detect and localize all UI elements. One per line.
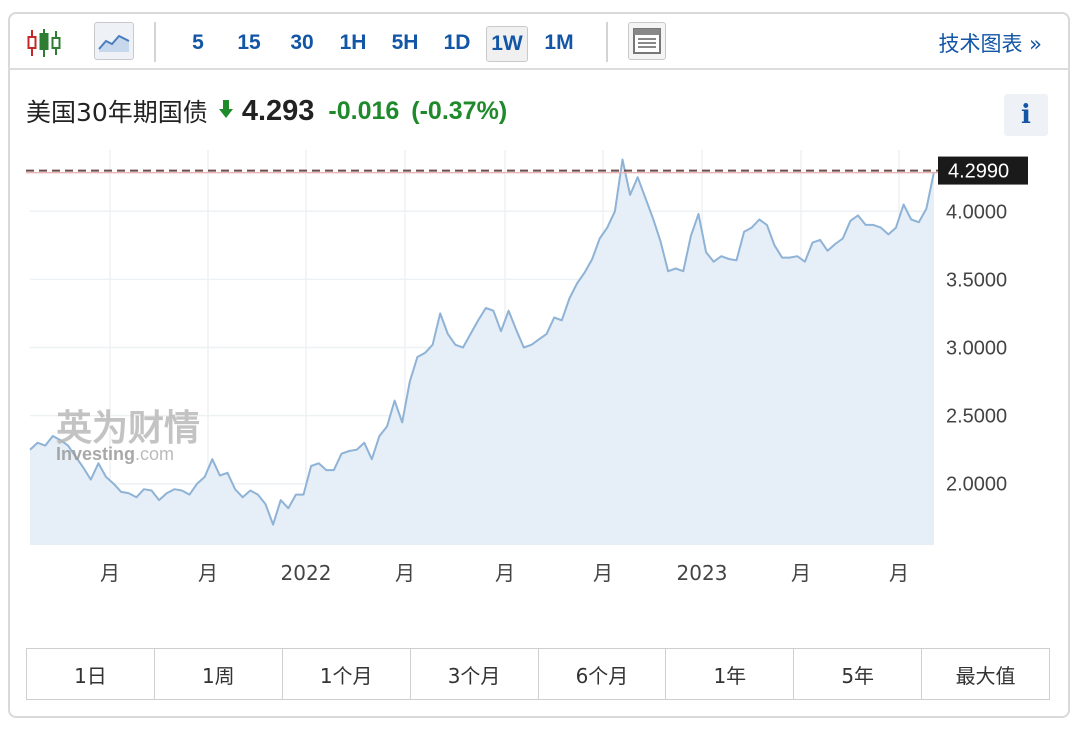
interval-5h[interactable]: 5H xyxy=(391,31,419,54)
range-1m[interactable]: 1个月 xyxy=(282,649,411,699)
last-price-axis-text: 4.2990 xyxy=(948,161,1009,183)
price-area-fill xyxy=(30,159,934,545)
svg-text:Investing.com: Investing.com xyxy=(56,444,174,464)
x-tick-label: 2023 xyxy=(677,561,728,585)
y-tick-label: 3.0000 xyxy=(946,338,1007,360)
watermark-brand-cn: 英为财情 xyxy=(56,408,200,449)
x-tick-label: 月 xyxy=(495,561,515,585)
y-tick-label: 4.0000 xyxy=(946,201,1007,223)
x-tick-label: 2022 xyxy=(281,561,332,585)
interval-15[interactable]: 15 xyxy=(237,31,261,54)
x-tick-label: 月 xyxy=(395,561,415,585)
price-change-percent: (-0.37%) xyxy=(411,96,508,125)
last-price: 4.293 xyxy=(241,94,315,127)
price-line xyxy=(29,158,935,526)
candlestick-icon[interactable] xyxy=(22,24,66,62)
tech-chart-link[interactable]: 技术图表 » xyxy=(938,32,1042,56)
x-tick-label: 月 xyxy=(100,561,120,585)
interval-30[interactable]: 30 xyxy=(290,31,314,54)
x-tick-label: 月 xyxy=(198,561,218,585)
range-1y[interactable]: 1年 xyxy=(666,649,795,699)
range-1d[interactable]: 1日 xyxy=(27,649,155,699)
x-tick-label: 月 xyxy=(791,561,811,585)
quote-header: 美国30年期国债 4.293 -0.016 (-0.37%) xyxy=(26,94,507,128)
time-range-selector: 1日 1周 1个月 3个月 6个月 1年 5年 最大值 xyxy=(26,648,1050,700)
y-tick-label: 2.5000 xyxy=(946,406,1007,428)
watermark-brand-en: Investing xyxy=(56,444,135,464)
range-max[interactable]: 最大值 xyxy=(922,649,1049,699)
x-tick-label: 月 xyxy=(593,561,613,585)
range-3m[interactable]: 3个月 xyxy=(410,649,539,699)
down-arrow-icon xyxy=(218,99,234,123)
x-tick-label: 月 xyxy=(889,561,909,585)
interval-1m[interactable]: 1M xyxy=(544,31,574,54)
range-6m[interactable]: 6个月 xyxy=(538,649,667,699)
price-change: -0.016 xyxy=(328,96,400,125)
instrument-name: 美国30年期国债 xyxy=(26,98,208,127)
interval-1h[interactable]: 1H xyxy=(339,31,367,54)
y-tick-label: 3.5000 xyxy=(946,269,1007,291)
toolbar-separator xyxy=(606,22,608,62)
interval-1w[interactable]: 1W xyxy=(486,26,528,62)
last-price-axis-label: 4.2990 xyxy=(938,156,1028,185)
toolbar-separator xyxy=(154,22,156,62)
y-tick-label: 2.0000 xyxy=(946,474,1007,496)
watermark-brand-tld: .com xyxy=(135,444,174,464)
data-table-icon[interactable] xyxy=(628,22,666,60)
range-1w[interactable]: 1周 xyxy=(154,649,283,699)
info-button[interactable]: i xyxy=(1004,94,1048,136)
interval-1d[interactable]: 1D xyxy=(443,31,471,54)
toolbar: 5 15 30 1H 5H 1D 1W 1M 技术图表 » xyxy=(8,12,1070,70)
area-chart-icon[interactable] xyxy=(94,22,134,60)
range-5y[interactable]: 5年 xyxy=(794,649,923,699)
watermark-logo: 英为财情 Investing.com xyxy=(56,408,200,464)
interval-5[interactable]: 5 xyxy=(192,31,204,54)
